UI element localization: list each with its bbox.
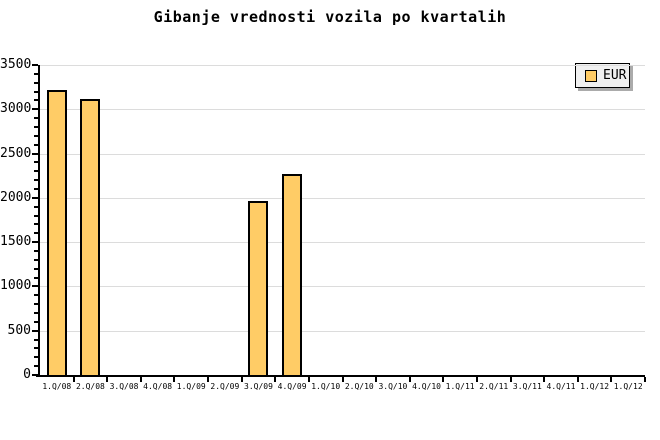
x-axis-tick [543, 377, 546, 382]
y-axis-tick-label: 1000 [0, 278, 32, 294]
x-axis-tick [307, 377, 310, 382]
bar-4.Q/09 [282, 174, 303, 375]
y-axis-tick-label: 0 [23, 367, 31, 382]
x-axis-tick-label: 1.Q/11 [445, 382, 475, 391]
x-axis-tick-label: 3.Q/08 [109, 382, 139, 391]
x-axis-tick [408, 377, 411, 382]
x-axis-tick-label: 1.Q/09 [176, 382, 206, 391]
y-axis-minor-tick [34, 170, 38, 173]
y-axis-minor-tick [34, 294, 38, 297]
x-axis-tick [475, 377, 478, 382]
y-axis-tick-label: 3500 [0, 57, 32, 72]
y-axis-minor-tick [34, 365, 38, 368]
y-axis-minor-tick [34, 356, 38, 359]
y-axis-minor-tick [34, 72, 38, 75]
x-axis-tick-label: 3.Q/10 [378, 382, 408, 391]
x-axis-tick [341, 377, 344, 382]
x-axis-tick [173, 377, 176, 382]
y-axis-minor-tick [34, 117, 38, 120]
x-axis-tick-label: 4.Q/11 [546, 382, 576, 391]
x-axis-tick-label: 3.Q/09 [244, 382, 273, 391]
legend-label: EUR [603, 68, 627, 83]
y-axis-minor-tick [34, 188, 38, 190]
x-axis-line [36, 375, 645, 377]
y-axis-major-tick [32, 374, 38, 376]
x-axis-tick-label: 2.Q/08 [75, 382, 105, 391]
x-axis-tick-label: 2.Q/10 [344, 382, 374, 391]
y-axis-minor-tick [34, 258, 38, 261]
x-axis-tick [610, 377, 613, 382]
y-axis-tick-label: 500 [7, 322, 31, 338]
x-axis-tick-label: 2.Q/11 [479, 382, 509, 391]
gridline [40, 330, 645, 332]
x-axis-tick [72, 377, 75, 382]
y-axis-minor-tick [34, 303, 38, 306]
y-axis-tick-label: 1500 [0, 234, 32, 250]
y-axis-minor-tick [34, 134, 38, 137]
y-axis-minor-tick [34, 276, 38, 279]
x-axis-tick-label: 2.Q/09 [210, 382, 240, 391]
gridline [40, 197, 645, 199]
y-axis-minor-tick [34, 90, 38, 93]
x-axis-tick-label: 4.Q/10 [412, 382, 441, 391]
x-axis-tick [644, 377, 646, 382]
y-axis-minor-tick [34, 205, 38, 208]
y-axis-minor-tick [34, 161, 38, 164]
y-axis-major-tick [32, 64, 38, 66]
bar-1.Q/08 [46, 90, 67, 375]
y-axis-minor-tick [34, 232, 38, 235]
y-axis-major-tick [32, 196, 38, 199]
x-axis-tick [106, 377, 109, 382]
x-axis-tick-label: 1.Q/08 [42, 382, 72, 391]
x-axis-tick [442, 377, 445, 382]
legend: EUR [575, 63, 630, 88]
y-axis-minor-tick [34, 320, 38, 323]
y-axis-major-tick [32, 152, 38, 155]
x-axis-tick [576, 377, 579, 382]
gridline [40, 65, 645, 66]
y-axis-major-tick [32, 285, 38, 288]
y-axis-minor-tick [34, 143, 38, 146]
x-axis-tick-label: 4.Q/08 [143, 382, 173, 391]
y-axis-minor-tick [34, 99, 38, 102]
y-axis-minor-tick [34, 179, 38, 182]
gridline [40, 153, 645, 155]
y-axis-minor-tick [34, 81, 38, 84]
y-axis-major-tick [32, 108, 38, 111]
x-axis-tick-label: 4.Q/09 [277, 382, 307, 391]
y-axis-tick-label: 2000 [0, 189, 32, 205]
y-axis-major-tick [32, 241, 38, 244]
x-axis-tick-label: 1.Q/10 [311, 382, 341, 391]
y-axis-line [38, 65, 40, 377]
x-axis-tick [274, 377, 277, 382]
y-axis-minor-tick [34, 312, 38, 314]
x-axis-tick [139, 377, 142, 382]
x-axis-tick [207, 377, 210, 382]
x-axis-tick [509, 377, 512, 382]
gridline [40, 286, 645, 288]
y-axis-minor-tick [34, 126, 38, 128]
y-axis-minor-tick [34, 267, 38, 270]
y-axis-major-tick [32, 329, 38, 332]
y-axis-minor-tick [34, 250, 38, 252]
y-axis-minor-tick [34, 347, 38, 350]
chart-title: Gibanje vrednosti vozila po kvartalih [153, 8, 507, 26]
x-axis-tick-label: 3.Q/11 [512, 382, 542, 391]
y-axis-minor-tick [34, 223, 38, 226]
bar-2.Q/08 [80, 99, 101, 375]
gridline [40, 242, 645, 244]
y-axis-minor-tick [34, 338, 38, 341]
y-axis-tick-label: 2500 [0, 145, 32, 161]
x-axis-tick-label: 1.Q/12 [580, 382, 610, 391]
bar-3.Q/09 [248, 201, 269, 375]
x-axis-tick [375, 377, 378, 382]
gridline [40, 109, 645, 111]
x-axis-tick-label: 1.Q/12 [613, 382, 643, 391]
x-axis-tick [240, 377, 243, 382]
y-axis-minor-tick [34, 214, 38, 217]
y-axis-tick-label: 3000 [0, 101, 32, 117]
legend-swatch [585, 69, 597, 82]
